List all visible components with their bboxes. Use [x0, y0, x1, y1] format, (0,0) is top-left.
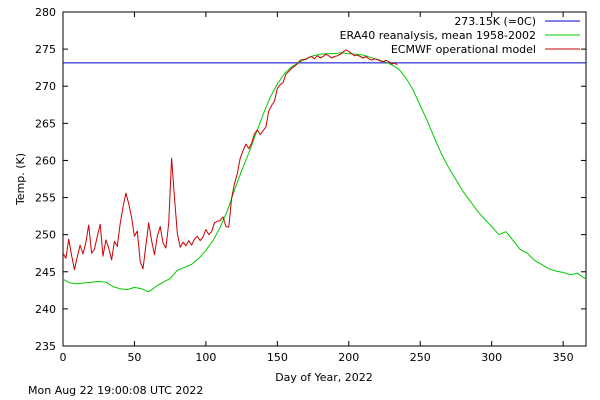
x-tick-label: 250: [410, 351, 431, 364]
series-line-1: [62, 49, 398, 271]
legend-label: ERA40 reanalysis, mean 1958-2002: [340, 29, 536, 42]
legend: 273.15K (=0C)ERA40 reanalysis, mean 1958…: [340, 15, 580, 56]
x-axis-title: Day of Year, 2022: [275, 371, 373, 384]
series-line-0: [62, 52, 587, 293]
legend-label: 273.15K (=0C): [454, 15, 536, 28]
x-tick-label: 0: [60, 351, 67, 364]
x-tick-label: 350: [553, 351, 574, 364]
y-tick-label: 245: [35, 266, 56, 279]
y-tick-label: 280: [35, 6, 56, 19]
x-tick-label: 150: [267, 351, 288, 364]
y-tick-label: 250: [35, 229, 56, 242]
plot-frame: [62, 11, 587, 347]
x-tick-label: 300: [481, 351, 502, 364]
y-tick-label: 235: [35, 340, 56, 353]
y-tick-label: 275: [35, 43, 56, 56]
x-tick-label: 50: [127, 351, 141, 364]
y-tick-label: 260: [35, 154, 56, 167]
y-tick-label: 265: [35, 117, 56, 130]
y-tick-label: 240: [35, 303, 56, 316]
axis-ticks: 0 50 100 150 200 250 300 350 235 240 245 250 255 260 2…: [35, 6, 586, 364]
legend-label: ECMWF operational model: [391, 43, 536, 56]
footer-timestamp: Mon Aug 22 19:00:08 UTC 2022: [28, 384, 204, 397]
x-tick-label: 100: [195, 351, 216, 364]
series-layer: [62, 49, 587, 293]
x-tick-label: 200: [338, 351, 359, 364]
y-axis-title: Temp. (K): [14, 153, 27, 206]
y-tick-label: 255: [35, 192, 56, 205]
y-tick-label: 270: [35, 80, 56, 93]
